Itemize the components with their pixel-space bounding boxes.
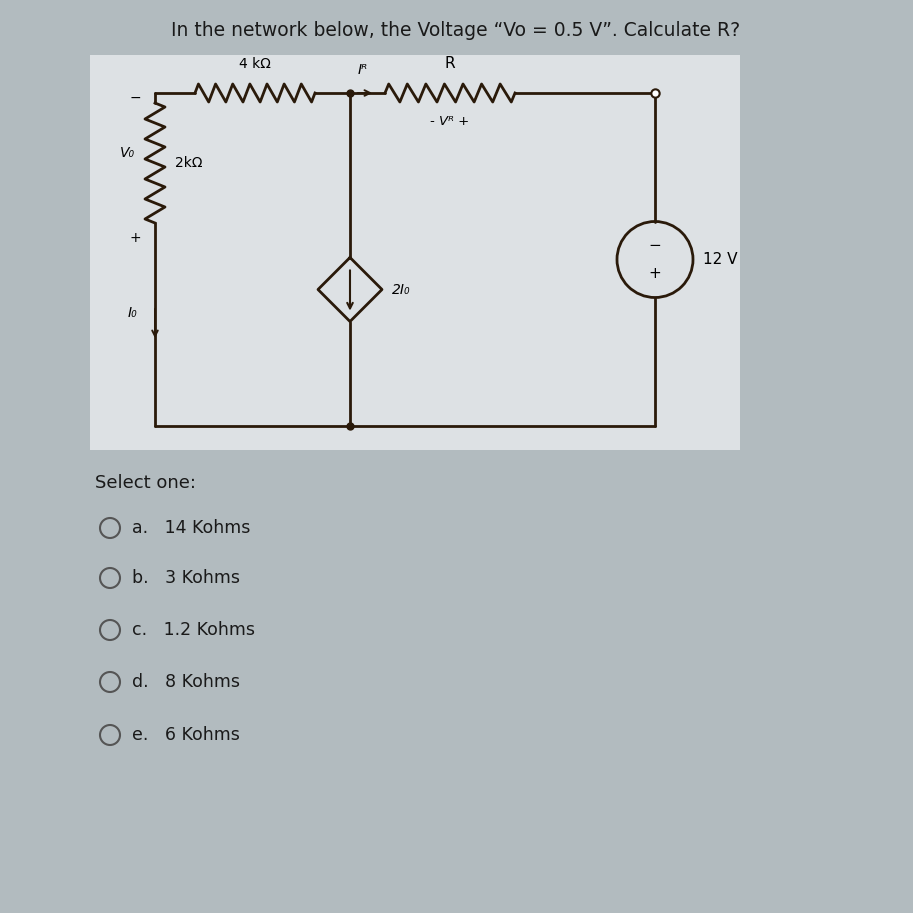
Text: a.   14 Kohms: a. 14 Kohms [132, 519, 250, 537]
Text: V₀: V₀ [120, 146, 134, 160]
Text: 4 kΩ: 4 kΩ [239, 57, 271, 71]
FancyBboxPatch shape [90, 55, 740, 450]
Text: +: + [648, 266, 661, 281]
Text: Select one:: Select one: [95, 474, 196, 492]
Text: 2kΩ: 2kΩ [175, 156, 203, 170]
Text: Iᴿ: Iᴿ [358, 63, 368, 77]
Text: −: − [648, 238, 661, 253]
Text: In the network below, the Voltage “Vo = 0.5 V”. Calculate R?: In the network below, the Voltage “Vo = … [172, 20, 740, 39]
Text: b.   3 Kohms: b. 3 Kohms [132, 569, 240, 587]
Text: 2I₀: 2I₀ [392, 282, 411, 297]
Text: +: + [129, 231, 141, 245]
Text: I₀: I₀ [128, 306, 138, 320]
Text: −: − [129, 91, 141, 105]
Text: R: R [445, 56, 456, 71]
Text: e.   6 Kohms: e. 6 Kohms [132, 726, 240, 744]
Text: 12 V: 12 V [703, 252, 738, 267]
Text: - Vᴿ +: - Vᴿ + [430, 115, 469, 128]
Text: c.   1.2 Kohms: c. 1.2 Kohms [132, 621, 255, 639]
Text: d.   8 Kohms: d. 8 Kohms [132, 673, 240, 691]
